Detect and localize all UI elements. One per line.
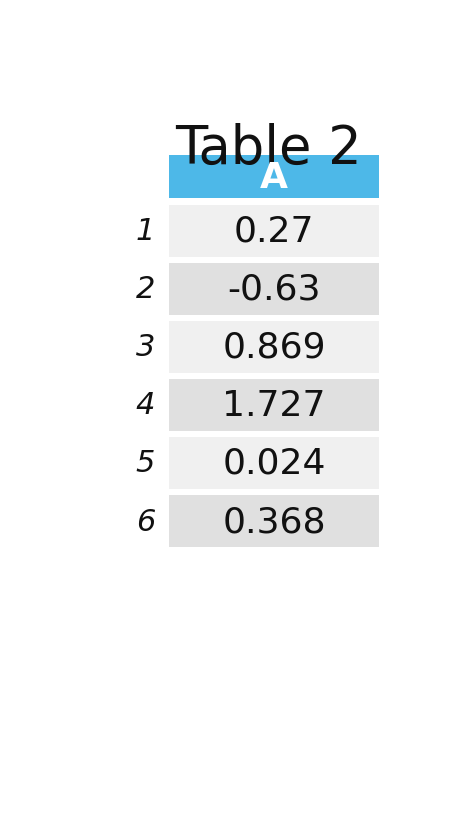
Text: 0.869: 0.869 — [222, 330, 326, 364]
Bar — [169, 379, 379, 432]
Text: 3: 3 — [136, 333, 155, 362]
Text: 0.368: 0.368 — [222, 505, 326, 538]
Bar — [169, 264, 379, 315]
Text: 1.727: 1.727 — [222, 388, 326, 423]
Text: 5: 5 — [136, 449, 155, 478]
Text: A: A — [260, 161, 288, 195]
Text: 0.27: 0.27 — [234, 215, 314, 248]
Text: 6: 6 — [136, 507, 155, 536]
Bar — [169, 322, 379, 373]
Bar — [169, 206, 379, 257]
Text: 1: 1 — [136, 217, 155, 246]
Bar — [169, 156, 379, 199]
Text: 2: 2 — [136, 275, 155, 304]
Bar — [169, 437, 379, 489]
Text: -0.63: -0.63 — [228, 273, 321, 306]
Bar — [169, 495, 379, 547]
Text: Table 2: Table 2 — [175, 123, 362, 174]
Text: 0.024: 0.024 — [222, 446, 326, 481]
Text: 4: 4 — [136, 391, 155, 420]
